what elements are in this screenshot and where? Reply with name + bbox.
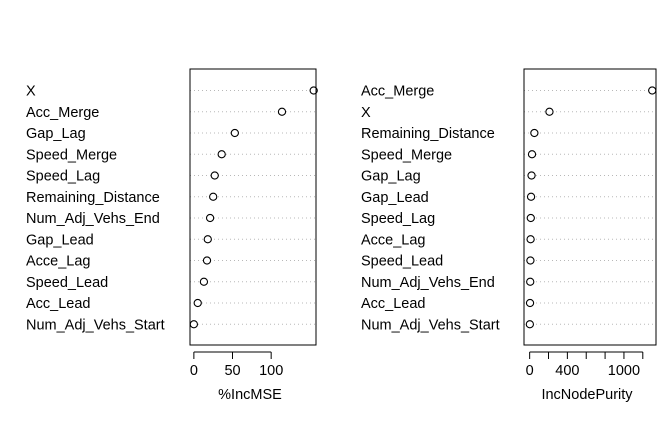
row-label: Gap_Lag: [361, 169, 421, 185]
row-label: Num_Adj_Vehs_End: [26, 211, 160, 227]
data-point: [648, 86, 657, 95]
data-point: [527, 171, 536, 180]
data-point: [526, 277, 535, 286]
x-axis-label: IncNodePurity: [541, 387, 633, 403]
row-label: Num_Adj_Vehs_End: [361, 275, 495, 291]
row-label: Remaining_Distance: [361, 126, 495, 142]
data-point: [526, 192, 536, 201]
row-label: Num_Adj_Vehs_Start: [361, 317, 500, 333]
data-point: [193, 298, 202, 308]
x-tick-label: 0: [190, 363, 198, 379]
data-point: [545, 107, 554, 116]
row-label: Acc_Lead: [361, 296, 426, 312]
row-label: X: [26, 84, 36, 100]
row-label: Gap_Lead: [361, 190, 429, 206]
incmse-panel: X Acc_Merge Gap_Lag Speed_Merge Speed_Lag Rem…: [26, 68, 318, 403]
data-point: [530, 128, 539, 138]
row-label: Speed_Merge: [361, 147, 452, 163]
data-point: [199, 277, 209, 286]
data-point: [209, 192, 218, 201]
row-label: Acce_Lag: [26, 254, 91, 270]
data-point: [525, 298, 535, 308]
x-axis-label: %IncMSE: [218, 387, 282, 403]
data-point: [309, 86, 318, 95]
row-label: Gap_Lead: [26, 232, 94, 248]
data-point: [202, 256, 212, 265]
row-label: Num_Adj_Vehs_Start: [26, 317, 165, 333]
row-label: Remaining_Distance: [26, 190, 160, 206]
row-label: Speed_Lead: [26, 275, 108, 291]
row-label: Speed_Merge: [26, 147, 117, 163]
row-label: Acc_Lead: [26, 296, 91, 312]
data-point: [205, 213, 215, 223]
x-tick-label: 0: [526, 363, 534, 379]
row-label: Speed_Lag: [26, 169, 100, 185]
data-point: [217, 150, 226, 159]
x-tick-label: 400: [555, 363, 579, 379]
row-label: Acce_Lag: [361, 232, 426, 248]
row-label: Gap_Lag: [26, 126, 86, 142]
data-point: [526, 256, 535, 265]
row-label: Speed_Lead: [361, 254, 443, 270]
data-point: [210, 171, 219, 180]
plot-frame: [189, 68, 317, 346]
x-tick-label: 1000: [608, 363, 640, 379]
incnodepurity-panel: Acc_Merge X Remaining_Distance Speed_Merge G…: [361, 68, 657, 403]
data-point: [526, 213, 535, 223]
data-point: [525, 320, 534, 329]
plot-frame: [523, 68, 657, 346]
data-point: [230, 128, 239, 138]
row-label: Speed_Lag: [361, 211, 435, 227]
data-point: [277, 107, 287, 116]
x-tick-label: 100: [259, 363, 283, 379]
row-label: X: [361, 105, 371, 121]
data-point: [526, 235, 535, 244]
data-point: [189, 320, 199, 329]
data-point: [527, 150, 537, 159]
data-point: [203, 235, 212, 244]
row-label: Acc_Merge: [26, 105, 99, 121]
row-label: Acc_Merge: [361, 84, 434, 100]
x-tick-label: 50: [224, 363, 240, 379]
